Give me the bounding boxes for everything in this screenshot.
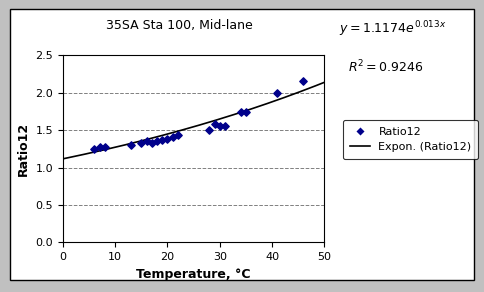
Text: $R^2 = 0.9246$: $R^2 = 0.9246$ [348, 58, 424, 75]
Ratio12 [242, 110, 250, 115]
Ratio12 [137, 141, 145, 145]
Expon. (Ratio12) [61, 157, 67, 160]
Ratio12 [158, 138, 166, 142]
Expon. (Ratio12) [280, 96, 286, 100]
Ratio12 [101, 145, 108, 150]
Expon. (Ratio12) [321, 81, 327, 84]
Ratio12 [91, 147, 98, 151]
Ratio12 [148, 141, 156, 145]
Text: $y = 1.1174e^{0.013x}$: $y = 1.1174e^{0.013x}$ [339, 19, 446, 39]
Ratio12 [216, 124, 224, 128]
Ratio12 [237, 109, 244, 114]
Line: Expon. (Ratio12): Expon. (Ratio12) [63, 82, 324, 159]
Text: 35SA Sta 100, Mid-lane: 35SA Sta 100, Mid-lane [106, 19, 253, 32]
Ratio12 [221, 124, 229, 129]
Expon. (Ratio12) [297, 90, 302, 93]
Ratio12 [164, 137, 171, 142]
Expon. (Ratio12) [220, 116, 226, 120]
Ratio12 [143, 139, 151, 144]
Ratio12 [127, 143, 135, 147]
Ratio12 [273, 91, 281, 95]
Ratio12 [153, 139, 161, 144]
Y-axis label: Ratio12: Ratio12 [17, 122, 30, 176]
Expon. (Ratio12) [60, 157, 66, 161]
X-axis label: Temperature, °C: Temperature, °C [136, 268, 251, 281]
Ratio12 [211, 122, 218, 127]
Ratio12 [169, 135, 177, 139]
Ratio12 [205, 128, 213, 133]
Expon. (Ratio12) [215, 118, 221, 121]
Ratio12 [300, 79, 307, 83]
Ratio12 [96, 144, 104, 149]
Expon. (Ratio12) [215, 118, 221, 121]
Ratio12 [174, 132, 182, 137]
Legend: Ratio12, Expon. (Ratio12): Ratio12, Expon. (Ratio12) [343, 120, 478, 159]
